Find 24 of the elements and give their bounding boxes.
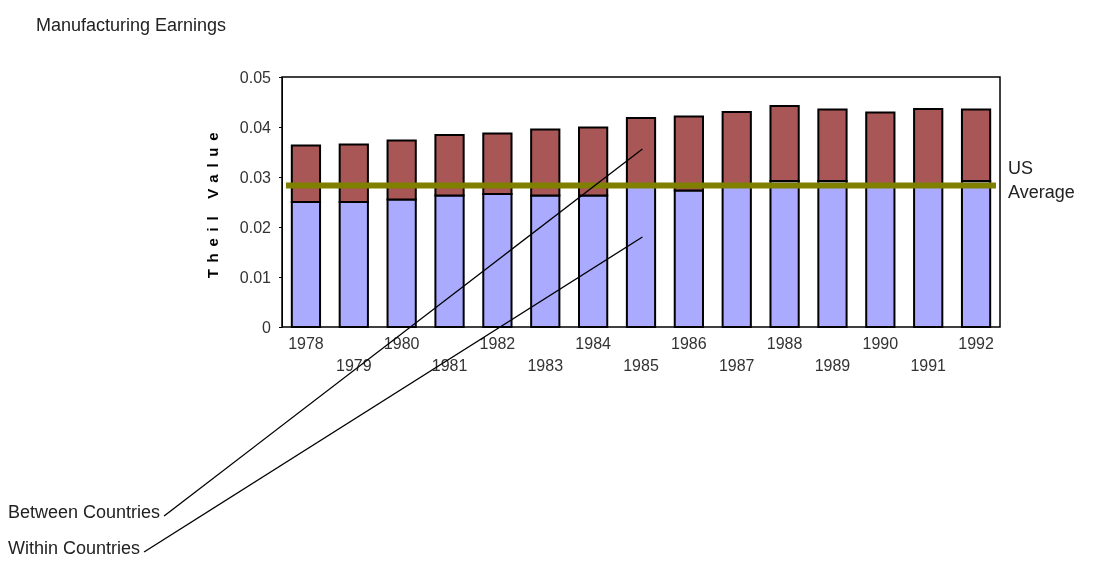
x-tick-label: 1990 — [862, 335, 899, 352]
x-tick-label: 1992 — [958, 335, 994, 352]
text: Between Countries — [8, 502, 161, 522]
y-axis-title: Theil Value — [204, 125, 221, 279]
x-tick-label: 1989 — [814, 357, 851, 374]
x-tick-label: 1978 — [288, 335, 324, 352]
x-tick-label: 1986 — [671, 335, 707, 352]
x-tick-label: 1984 — [575, 335, 612, 352]
x-tick-label: 1988 — [766, 335, 803, 352]
y-tick-label: 0.02 — [239, 218, 272, 236]
x-tick-label: 1987 — [718, 357, 755, 374]
x-tick-label: 1985 — [623, 357, 659, 374]
y-tick-label: 0.04 — [239, 118, 272, 136]
ref-line-label: US Average — [1008, 157, 1075, 202]
x-tick-label: 1980 — [383, 335, 420, 352]
y-tick-label: 0.01 — [239, 268, 272, 286]
y-tick-label: 0.03 — [239, 168, 272, 186]
x-tick-label: 1991 — [910, 357, 947, 374]
x-tick-label: 1983 — [527, 357, 564, 374]
text: Manufacturing Earnings — [36, 15, 227, 35]
y-tick-label: 0 — [262, 318, 272, 336]
x-tick-label: 1982 — [479, 335, 516, 352]
y-tick-label: 0.05 — [239, 68, 272, 86]
text: Within Countries — [8, 538, 141, 558]
